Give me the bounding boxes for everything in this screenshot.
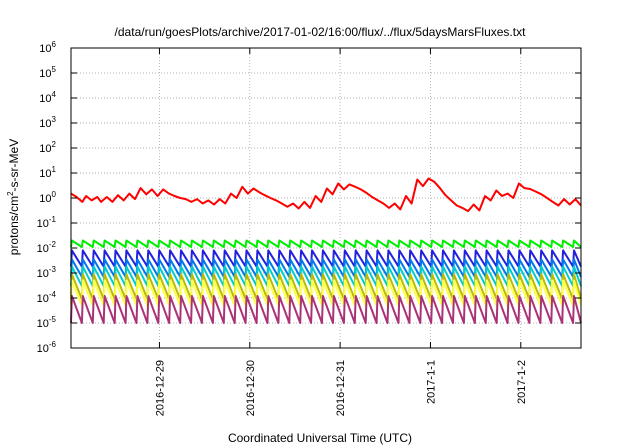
y-tick-exponent: 5	[52, 65, 57, 74]
series-layer	[70, 177, 582, 324]
y-tick-label: 105	[39, 65, 56, 80]
y-tick-exponent: -1	[49, 215, 57, 224]
chart-title: /data/run/goesPlots/archive/2017-01-02/1…	[115, 25, 527, 39]
y-tick-label: 10-6	[37, 340, 57, 355]
y-tick-label: 10-2	[37, 240, 57, 255]
series-line	[70, 295, 582, 324]
y-axis-label-suffix: -s-sr-MeV	[7, 139, 21, 192]
y-tick-label: 101	[39, 165, 56, 180]
y-tick-exponent: 0	[52, 190, 57, 199]
x-tick-label: 2017-1-2	[516, 360, 528, 404]
y-tick-label: 10-1	[37, 215, 57, 230]
y-tick-base: 10	[39, 43, 51, 55]
y-tick-label: 103	[39, 115, 56, 130]
y-tick-base: 10	[39, 168, 51, 180]
y-tick-exponent: -3	[49, 265, 57, 274]
y-tick-exponent: 6	[52, 40, 57, 49]
y-tick-exponent: 3	[52, 115, 57, 124]
y-tick-base: 10	[39, 118, 51, 130]
y-tick-base: 10	[37, 293, 49, 305]
y-tick-label: 10-4	[37, 290, 57, 305]
y-axis-label-prefix: protons/cm	[7, 196, 21, 255]
y-tick-exponent: -6	[49, 340, 57, 349]
series-line	[70, 177, 582, 213]
y-axis-label-superscript: 2	[6, 191, 15, 196]
x-tick-label: 2016-12-29	[154, 360, 166, 416]
y-tick-exponent: -4	[49, 290, 57, 299]
y-tick-label: 102	[39, 140, 56, 155]
x-tick-label: 2017-1-1	[425, 360, 437, 404]
y-tick-base: 10	[37, 268, 49, 280]
y-tick-exponent: 4	[52, 90, 57, 99]
x-tick-label: 2016-12-30	[245, 360, 257, 416]
y-tick-label: 10-5	[37, 315, 57, 330]
y-tick-label: 100	[39, 190, 56, 205]
x-axis: 2016-12-29 2016-12-30 2016-12-31 2017-1-1 20…	[154, 48, 528, 416]
y-tick-base: 10	[37, 218, 49, 230]
y-tick-base: 10	[37, 318, 49, 330]
y-tick-base: 10	[39, 93, 51, 105]
y-tick-exponent: 1	[52, 165, 57, 174]
y-tick-exponent: -5	[49, 315, 57, 324]
x-tick-label: 2016-12-31	[335, 360, 347, 416]
x-axis-label: Coordinated Universal Time (UTC)	[228, 431, 412, 445]
y-tick-base: 10	[39, 143, 51, 155]
y-tick-base: 10	[37, 243, 49, 255]
y-tick-label: 106	[39, 40, 56, 55]
series-line	[70, 239, 582, 248]
y-tick-label: 10-3	[37, 265, 57, 280]
y-tick-label: 104	[39, 90, 56, 105]
y-axis-label: protons/cm2-s-sr-MeV	[6, 139, 21, 255]
y-tick-exponent: 2	[52, 140, 57, 149]
y-tick-exponent: -2	[49, 240, 57, 249]
y-tick-base: 10	[39, 193, 51, 205]
y-tick-base: 10	[37, 343, 49, 355]
y-tick-base: 10	[39, 68, 51, 80]
y-axis: 10610510410310210110010-110-210-310-410-…	[37, 40, 581, 355]
